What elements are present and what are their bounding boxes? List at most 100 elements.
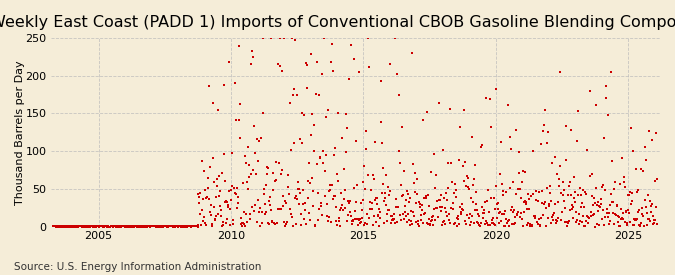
Point (168, 224, 179, 229)
Point (617, 217, 628, 222)
Point (99, 224, 110, 229)
Point (125, 224, 136, 229)
Point (255, 224, 266, 228)
Point (291, 194, 302, 198)
Point (590, 201, 601, 205)
Point (601, 207, 612, 211)
Point (197, 208, 208, 212)
Point (86, 224, 97, 229)
Point (548, 213, 559, 218)
Point (207, 100, 218, 105)
Point (293, 202, 304, 206)
Point (606, 70, 617, 74)
Point (249, 124, 260, 128)
Point (137, 224, 148, 229)
Point (514, 149, 524, 154)
Point (165, 224, 176, 229)
Point (327, 42, 338, 46)
Point (370, 197, 381, 202)
Point (339, 167, 350, 171)
Point (246, 62, 256, 67)
Point (459, 178, 470, 183)
Point (348, 57, 359, 61)
Point (116, 224, 127, 228)
Point (488, 222, 499, 226)
Point (127, 224, 138, 229)
Point (210, 218, 221, 222)
Point (148, 224, 159, 228)
Point (217, 171, 227, 175)
Point (640, 205, 651, 209)
Point (377, 182, 388, 186)
Point (128, 224, 139, 229)
Point (309, 148, 320, 153)
Point (180, 224, 190, 229)
Point (333, 178, 344, 183)
Point (535, 222, 545, 227)
Point (64, 224, 75, 229)
Point (284, 101, 295, 105)
Point (525, 222, 536, 227)
Point (585, 89, 595, 94)
Point (574, 186, 585, 190)
Point (135, 224, 146, 229)
Point (414, 202, 425, 206)
Point (113, 224, 124, 228)
Point (400, 198, 411, 202)
Point (296, 212, 306, 216)
Point (119, 224, 130, 228)
Point (267, 219, 277, 223)
Point (365, 199, 376, 204)
Point (277, 194, 288, 198)
Point (619, 180, 630, 184)
Point (215, 204, 225, 208)
Point (422, 221, 433, 226)
Point (114, 224, 125, 229)
Point (593, 223, 604, 227)
Point (478, 207, 489, 212)
Point (557, 210, 568, 214)
Point (160, 224, 171, 228)
Point (227, 184, 238, 188)
Point (77, 224, 88, 229)
Point (461, 183, 472, 188)
Point (322, 202, 333, 206)
Point (597, 182, 608, 187)
Point (340, 150, 351, 154)
Point (391, 196, 402, 201)
Point (170, 224, 181, 228)
Point (267, 170, 278, 175)
Point (491, 87, 502, 91)
Point (420, 211, 431, 215)
Point (261, 172, 272, 176)
Point (364, 65, 375, 69)
Point (176, 224, 187, 229)
Point (110, 224, 121, 229)
Point (612, 203, 622, 207)
Point (385, 214, 396, 219)
Point (651, 131, 661, 135)
Point (167, 224, 178, 229)
Point (310, 223, 321, 228)
Point (431, 173, 441, 178)
Point (421, 110, 432, 114)
Point (412, 219, 423, 223)
Point (619, 219, 630, 224)
Point (371, 202, 382, 207)
Point (81, 224, 92, 229)
Point (577, 219, 588, 224)
Point (101, 224, 112, 229)
Point (265, 36, 276, 40)
Point (230, 191, 240, 196)
Point (591, 222, 602, 226)
Point (62, 224, 73, 229)
Point (560, 123, 571, 128)
Point (584, 174, 595, 178)
Point (222, 217, 233, 222)
Point (358, 198, 369, 202)
Point (641, 223, 652, 227)
Point (302, 86, 313, 91)
Point (524, 207, 535, 211)
Point (589, 224, 600, 229)
Point (476, 145, 487, 149)
